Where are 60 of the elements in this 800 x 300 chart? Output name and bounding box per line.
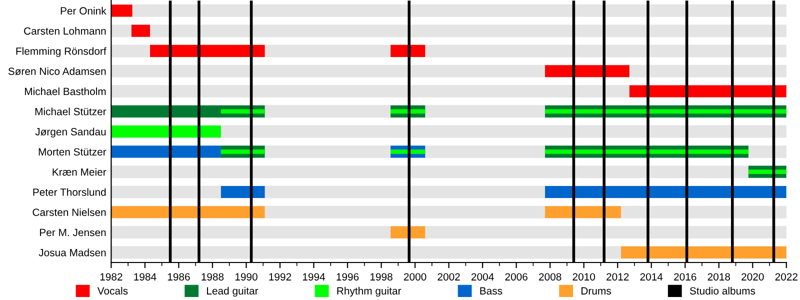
x-tick-label: 2016 <box>674 273 696 281</box>
x-tick-label: 1984 <box>134 273 156 281</box>
x-tick-label: 1988 <box>202 273 224 281</box>
x-tick-label: 1996 <box>336 273 359 281</box>
x-tick-label: 2018 <box>708 273 730 281</box>
x-tick-label: 1994 <box>302 273 326 281</box>
bar <box>220 149 265 154</box>
y-tick-label: Peter Thorslund <box>33 188 106 196</box>
y-tick-label: Per Onink <box>60 6 106 15</box>
bar <box>111 126 221 138</box>
x-tick-label: 2022 <box>775 273 798 281</box>
x-tick-label: 1982 <box>100 273 122 281</box>
y-tick-label: Michael Stützer <box>35 108 106 116</box>
y-tick-label: Søren Nico Adamsen <box>8 67 106 76</box>
y-tick-label: Carsten Lohmann <box>24 27 106 35</box>
legend-label: Studio albums <box>690 286 756 295</box>
x-tick-label: 1992 <box>269 273 292 281</box>
x-tick-label: 2008 <box>539 273 562 281</box>
legend-label: Bass <box>480 287 502 295</box>
bar <box>131 24 150 37</box>
y-tick-label: Josua Madsen <box>38 248 106 256</box>
x-tick-label: 2020 <box>742 273 764 281</box>
bar <box>545 65 630 78</box>
bar <box>545 149 748 154</box>
x-tick-label: 2000 <box>404 273 426 281</box>
legend-label: Rhythm guitar <box>337 286 402 297</box>
x-tick-label: 2014 <box>640 273 663 281</box>
x-tick-label: 1990 <box>235 273 258 281</box>
bar <box>390 44 426 58</box>
bar <box>111 146 221 158</box>
bar <box>545 206 621 218</box>
bar <box>629 85 786 98</box>
bar <box>220 109 265 114</box>
legend-label: Drums <box>582 287 611 295</box>
bar <box>390 149 426 154</box>
x-tick-label: 2012 <box>606 273 629 281</box>
legend-label: Vocals <box>97 286 128 295</box>
bar <box>390 226 426 238</box>
y-tick-label: Jørgen Sandau <box>35 128 106 138</box>
bar <box>111 206 265 218</box>
y-tick-label: Morten Stützer <box>38 148 106 156</box>
x-tick-label: 1998 <box>370 273 392 281</box>
x-tick-label: 2004 <box>472 273 494 281</box>
y-tick-label: Kræn Meier <box>52 168 106 176</box>
legend-label: Lead guitar <box>207 286 258 297</box>
bar <box>620 246 786 258</box>
x-tick-label: 1986 <box>168 273 190 281</box>
y-tick-label: Carsten Nielsen <box>32 208 106 216</box>
bar <box>111 4 132 17</box>
bar <box>150 44 265 58</box>
x-tick-label: 2006 <box>505 273 528 281</box>
bar <box>748 170 786 174</box>
y-tick-label: Michael Bastholm <box>24 87 106 96</box>
bar <box>220 186 265 198</box>
bar <box>545 109 786 114</box>
bar <box>390 109 426 114</box>
x-tick-label: 2002 <box>438 273 460 281</box>
y-tick-label: Per M. Jensen <box>40 228 106 236</box>
y-tick-label: Flemming Rönsdorf <box>16 47 106 57</box>
x-tick-label: 2010 <box>572 273 596 281</box>
